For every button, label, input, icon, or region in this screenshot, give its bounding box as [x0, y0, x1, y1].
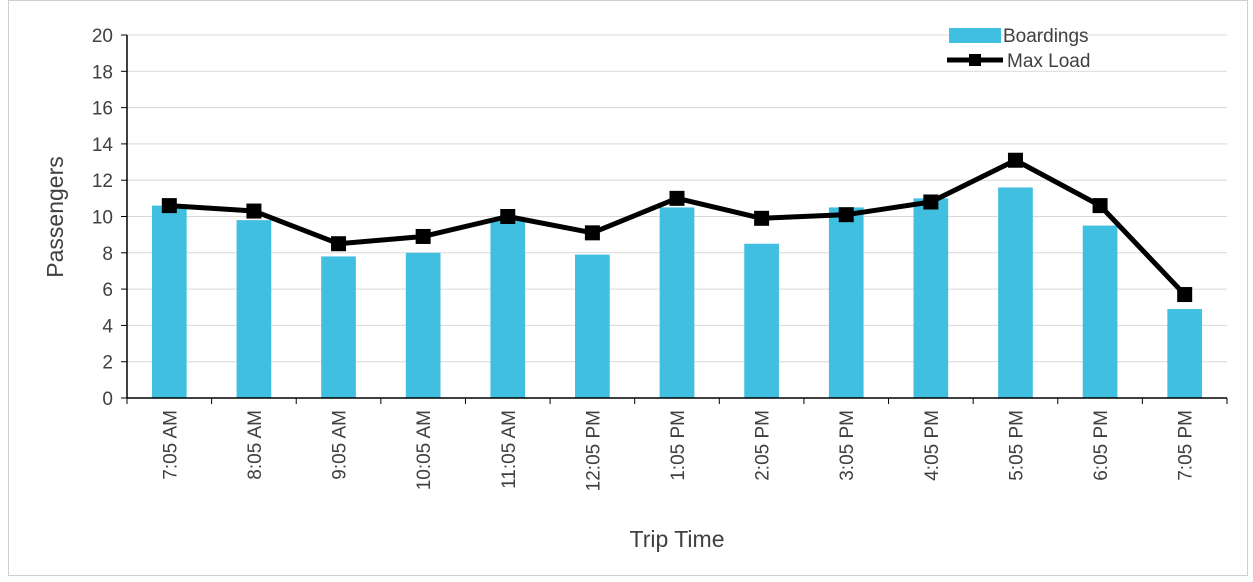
- axes: [126, 35, 1228, 404]
- x-tick-label: 7:05 PM: [1176, 410, 1197, 481]
- max-load-marker: [669, 190, 685, 206]
- x-tick-label: 10:05 AM: [414, 410, 435, 490]
- bar-boardings: [575, 254, 610, 398]
- max-load-marker: [923, 194, 939, 210]
- bar-boardings: [321, 256, 356, 398]
- bar-boardings: [659, 207, 695, 398]
- x-tick-label: 5:05 PM: [1006, 410, 1027, 481]
- legend-marker-maxload: [969, 54, 981, 66]
- chart-frame: 0 2 4 6 8 10 12 14 16 18 20 7:05 AM 8:05 AM 9:05 AM 1…: [8, 0, 1248, 576]
- max-load-marker: [246, 203, 262, 219]
- y-tick-label: 8: [102, 244, 113, 265]
- x-tick-label: 3:05 PM: [837, 410, 858, 481]
- x-tick-label: 4:05 PM: [922, 410, 943, 481]
- max-load-marker: [584, 225, 600, 241]
- max-load-line: [161, 152, 1193, 303]
- bar-boardings: [490, 220, 526, 398]
- y-tick-label: 4: [102, 316, 113, 337]
- y-tick-label: 16: [92, 99, 113, 120]
- y-tick-labels: 0 2 4 6 8 10 12 14 16 18 20: [92, 26, 114, 410]
- bar-boardings: [998, 187, 1033, 398]
- max-load-marker: [1177, 287, 1193, 303]
- y-tick-label: 2: [102, 353, 113, 374]
- max-load-marker: [754, 210, 770, 226]
- x-tick-label: 9:05 AM: [330, 410, 351, 480]
- chart-svg: 0 2 4 6 8 10 12 14 16 18 20 7:05 AM 8:05 AM 9:05 AM 1…: [42, 26, 1228, 552]
- x-tick-label: 12:05 PM: [583, 410, 604, 491]
- x-axis-label: Trip Time: [630, 526, 725, 552]
- max-load-marker: [331, 236, 347, 252]
- max-load-marker: [1007, 152, 1023, 168]
- x-tick-label: 8:05 AM: [245, 410, 266, 480]
- x-tick-label: 7:05 AM: [160, 410, 181, 480]
- legend-label-maxload: Max Load: [1007, 51, 1090, 72]
- bar-boardings: [913, 198, 949, 398]
- x-tick-label: 6:05 PM: [1091, 410, 1112, 481]
- y-tick-label: 10: [92, 208, 113, 229]
- x-tick-label: 11:05 AM: [499, 410, 520, 489]
- bar-boardings: [828, 207, 864, 398]
- x-tick-label: 1:05 PM: [668, 410, 689, 481]
- x-tick-labels: 7:05 AM 8:05 AM 9:05 AM 10:05 AM 11:05 AM 12:…: [160, 410, 1196, 491]
- y-tick-label: 20: [92, 26, 113, 47]
- legend-label-boardings: Boardings: [1003, 26, 1089, 47]
- y-axis-label: Passengers: [42, 156, 68, 277]
- bar-boardings: [744, 243, 779, 398]
- y-tick-label: 6: [102, 280, 113, 301]
- y-tick-label: 12: [92, 171, 113, 192]
- bar-boardings: [151, 205, 187, 398]
- x-tick-label: 2:05 PM: [753, 410, 774, 481]
- boardings-bars: [151, 187, 1203, 398]
- y-tick-label: 18: [92, 62, 113, 83]
- bar-boardings: [1082, 225, 1118, 398]
- legend: Boardings Max Load: [947, 26, 1090, 72]
- bar-boardings: [405, 252, 441, 398]
- max-load-marker: [161, 198, 177, 214]
- bar-boardings: [236, 220, 272, 398]
- y-tick-label: 0: [102, 389, 113, 410]
- max-load-marker: [1092, 198, 1108, 214]
- max-load-marker: [415, 228, 431, 244]
- y-tick-label: 14: [92, 135, 114, 156]
- max-load-marker: [838, 207, 854, 223]
- legend-swatch-boardings: [949, 28, 1001, 43]
- bar-boardings: [1167, 309, 1203, 398]
- max-load-marker: [500, 209, 516, 224]
